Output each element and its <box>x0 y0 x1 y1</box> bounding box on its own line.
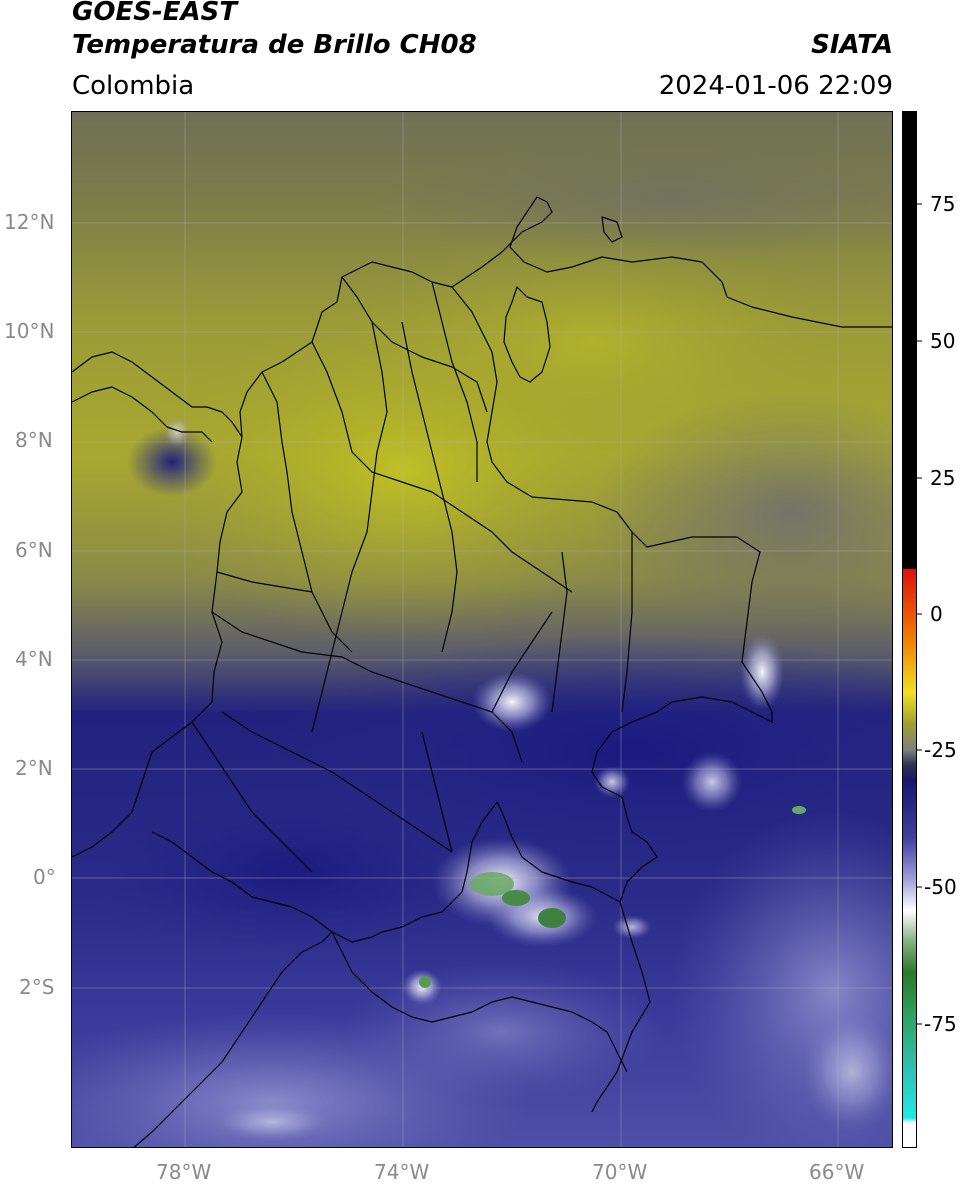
lon-tick-70w: 70°W <box>592 1160 648 1184</box>
colorbar-label-75: 75 <box>930 192 956 216</box>
lat-tick-2n: 2°N <box>15 756 53 780</box>
colorbar-label-25: 25 <box>930 466 956 490</box>
lat-tick-0: 0° <box>33 865 56 889</box>
lon-tick-74w: 74°W <box>374 1160 430 1184</box>
gridlines <box>72 112 892 1147</box>
map-imagery <box>72 112 892 1147</box>
lon-tick-66w: 66°W <box>809 1160 865 1184</box>
lat-tick-10n: 10°N <box>4 319 55 343</box>
lat-tick-4n: 4°N <box>15 647 53 671</box>
colorbar <box>902 111 917 1148</box>
colorbar-label-neg75: -75 <box>924 1012 957 1036</box>
agency-label: SIATA <box>811 30 893 60</box>
lat-tick-12n: 12°N <box>4 210 55 234</box>
title-line-2: Temperatura de Brillo CH08 <box>72 30 477 60</box>
lat-tick-8n: 8°N <box>15 428 53 452</box>
colorbar-label-neg50: -50 <box>924 875 957 899</box>
lon-tick-78w: 78°W <box>156 1160 212 1184</box>
region-label: Colombia <box>72 71 195 101</box>
colorbar-label-0: 0 <box>930 602 943 626</box>
colorbar-label-50: 50 <box>930 329 956 353</box>
satellite-map[interactable] <box>71 111 893 1148</box>
colorbar-ticks <box>916 203 922 1025</box>
title-line-1: GOES-EAST <box>72 0 238 27</box>
lat-tick-2s: 2°S <box>19 975 55 999</box>
colorbar-gradient <box>903 112 916 1147</box>
lat-tick-6n: 6°N <box>15 538 53 562</box>
colorbar-label-neg25: -25 <box>924 738 957 762</box>
timestamp-label: 2024-01-06 22:09 <box>658 71 893 101</box>
borders <box>72 196 892 1147</box>
